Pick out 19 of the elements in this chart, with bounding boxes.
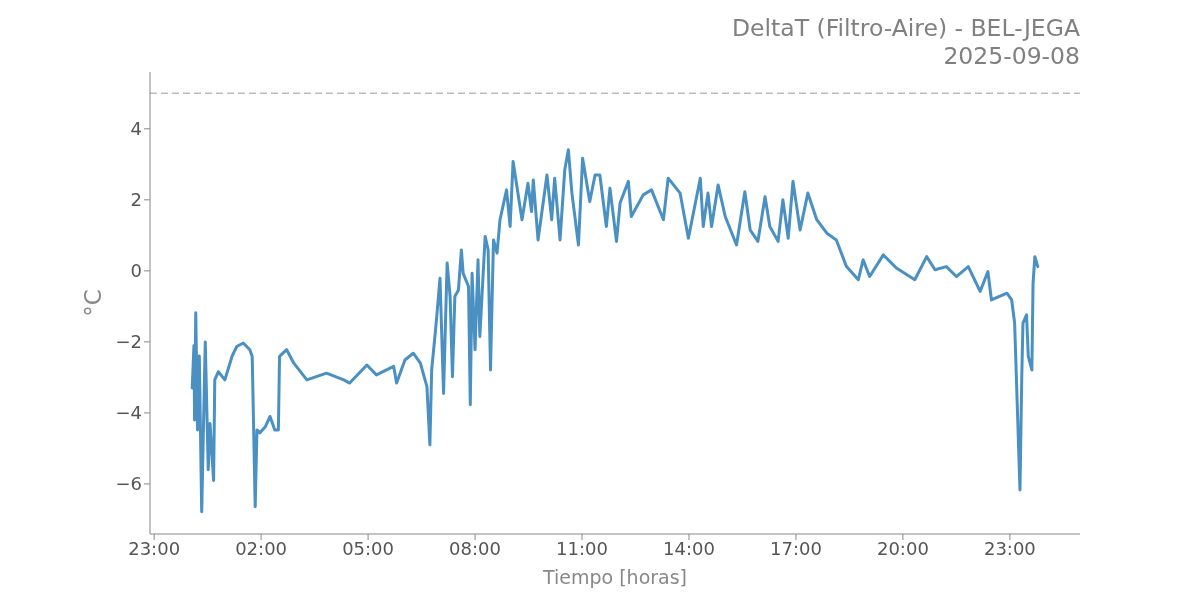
y-tick-label: −2	[115, 331, 142, 353]
y-tick-label: 0	[130, 260, 142, 282]
x-tick-label: 02:00	[235, 537, 288, 559]
x-tick-label: 20:00	[876, 537, 929, 559]
y-tick-label: 4	[130, 118, 142, 140]
chart-title: DeltaT (Filtro-Aire) - BEL-JEGA 2025-09-08	[732, 14, 1080, 70]
y-tick-label: −4	[115, 402, 142, 424]
x-tick-label: 23:00	[983, 537, 1036, 559]
y-axis-title: °C	[80, 289, 106, 317]
x-tick-label: 05:00	[342, 537, 395, 559]
x-tick-label: 11:00	[556, 537, 608, 559]
line-series	[190, 148, 1040, 514]
x-tick-label: 23:00	[128, 537, 181, 559]
x-axis-title: Tiempo [horas]	[541, 566, 688, 588]
y-tick-label: 2	[130, 189, 142, 211]
y-tick-label: −6	[115, 473, 142, 495]
x-tick-label: 08:00	[449, 537, 501, 559]
x-tick-label: 14:00	[663, 537, 715, 559]
x-tick-label: 17:00	[770, 537, 822, 559]
